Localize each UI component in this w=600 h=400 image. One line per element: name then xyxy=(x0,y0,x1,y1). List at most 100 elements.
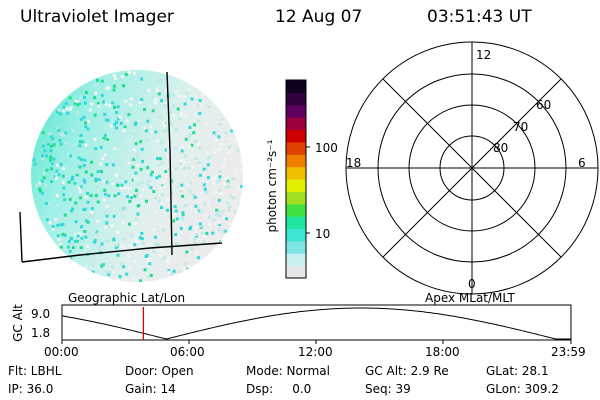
image-pixel xyxy=(61,180,65,184)
image-pixel xyxy=(94,194,98,198)
image-pixel xyxy=(56,163,60,167)
image-pixel xyxy=(132,71,136,75)
image-pixel xyxy=(147,179,151,183)
image-pixel xyxy=(223,182,227,186)
image-pixel xyxy=(64,131,68,135)
image-pixel xyxy=(179,162,183,166)
image-pixel xyxy=(212,131,216,135)
image-pixel xyxy=(124,73,128,76)
image-pixel xyxy=(94,177,98,181)
image-pixel xyxy=(103,153,107,157)
image-pixel xyxy=(160,201,164,205)
image-pixel xyxy=(181,211,185,215)
image-pixel xyxy=(52,157,56,161)
image-pixel xyxy=(100,242,104,246)
image-pixel xyxy=(68,96,72,100)
image-pixel xyxy=(97,245,101,249)
image-pixel xyxy=(84,121,88,125)
image-pixel xyxy=(192,237,196,241)
image-pixel xyxy=(130,131,134,135)
image-pixel xyxy=(127,161,131,165)
image-pixel xyxy=(99,238,103,242)
image-pixel xyxy=(172,269,176,273)
image-pixel xyxy=(87,120,90,124)
image-pixel xyxy=(100,93,104,97)
image-pixel xyxy=(97,104,101,108)
image-pixel xyxy=(38,187,42,191)
image-pixel xyxy=(113,146,117,150)
image-pixel xyxy=(96,200,100,204)
colorbar-band xyxy=(286,117,306,131)
image-pixel xyxy=(122,129,126,133)
image-pixel xyxy=(129,194,133,198)
image-pixel xyxy=(183,154,187,158)
image-pixel xyxy=(218,148,221,152)
image-pixel xyxy=(228,205,232,209)
image-pixel xyxy=(193,241,197,245)
status-door: Door: Open xyxy=(125,364,194,378)
image-pixel xyxy=(161,228,165,232)
image-pixel xyxy=(162,251,166,254)
image-pixel xyxy=(122,84,126,88)
image-pixel xyxy=(218,169,222,173)
image-pixel xyxy=(89,194,93,198)
image-pixel xyxy=(136,163,140,167)
image-pixel xyxy=(170,272,174,276)
image-pixel xyxy=(116,276,120,280)
image-pixel xyxy=(130,196,133,200)
image-pixel xyxy=(38,181,42,185)
image-pixel xyxy=(45,154,49,158)
image-pixel xyxy=(143,268,147,272)
image-pixel xyxy=(79,196,83,200)
image-pixel xyxy=(169,110,173,114)
image-pixel xyxy=(202,167,206,171)
image-pixel xyxy=(112,74,116,78)
image-pixel xyxy=(196,119,200,123)
image-pixel xyxy=(57,173,61,177)
image-pixel xyxy=(78,235,82,239)
image-pixel xyxy=(64,175,68,179)
image-pixel xyxy=(141,159,144,163)
colorbar-band xyxy=(286,179,306,192)
image-pixel xyxy=(127,108,131,112)
image-pixel xyxy=(62,109,66,113)
image-pixel xyxy=(115,173,118,177)
image-pixel xyxy=(51,137,55,141)
image-pixel xyxy=(147,258,151,262)
image-pixel xyxy=(119,94,123,98)
image-pixel xyxy=(174,209,178,213)
image-pixel xyxy=(110,224,114,228)
image-pixel xyxy=(154,101,158,105)
image-pixel xyxy=(68,197,72,201)
image-pixel xyxy=(237,187,241,191)
image-pixel xyxy=(126,195,130,199)
image-pixel xyxy=(166,149,170,152)
image-pixel xyxy=(67,180,71,184)
image-pixel xyxy=(105,163,109,166)
image-pixel xyxy=(50,167,53,171)
image-pixel xyxy=(83,95,86,99)
image-pixel xyxy=(233,138,237,142)
lat-label-70: 70 xyxy=(513,120,529,134)
image-pixel xyxy=(112,130,116,134)
image-pixel xyxy=(239,169,243,173)
colorbar-tick-10: 10 xyxy=(315,227,331,241)
image-pixel xyxy=(179,188,183,192)
image-pixel xyxy=(80,225,84,229)
x-tick-1800: 18:00 xyxy=(425,345,460,359)
image-pixel xyxy=(135,239,139,243)
image-pixel xyxy=(48,203,51,207)
image-pixel xyxy=(75,143,79,147)
x-tick-0000: 00:00 xyxy=(44,345,79,359)
polar-grid xyxy=(345,41,599,295)
image-pixel xyxy=(132,93,136,96)
image-pixel xyxy=(160,206,163,210)
image-pixel xyxy=(88,215,92,219)
image-pixel xyxy=(133,177,137,181)
image-pixel xyxy=(66,245,70,249)
image-pixel xyxy=(133,243,137,247)
image-pixel xyxy=(105,221,109,225)
image-pixel xyxy=(93,83,97,87)
image-pixel xyxy=(217,239,220,243)
image-pixel xyxy=(55,169,59,173)
